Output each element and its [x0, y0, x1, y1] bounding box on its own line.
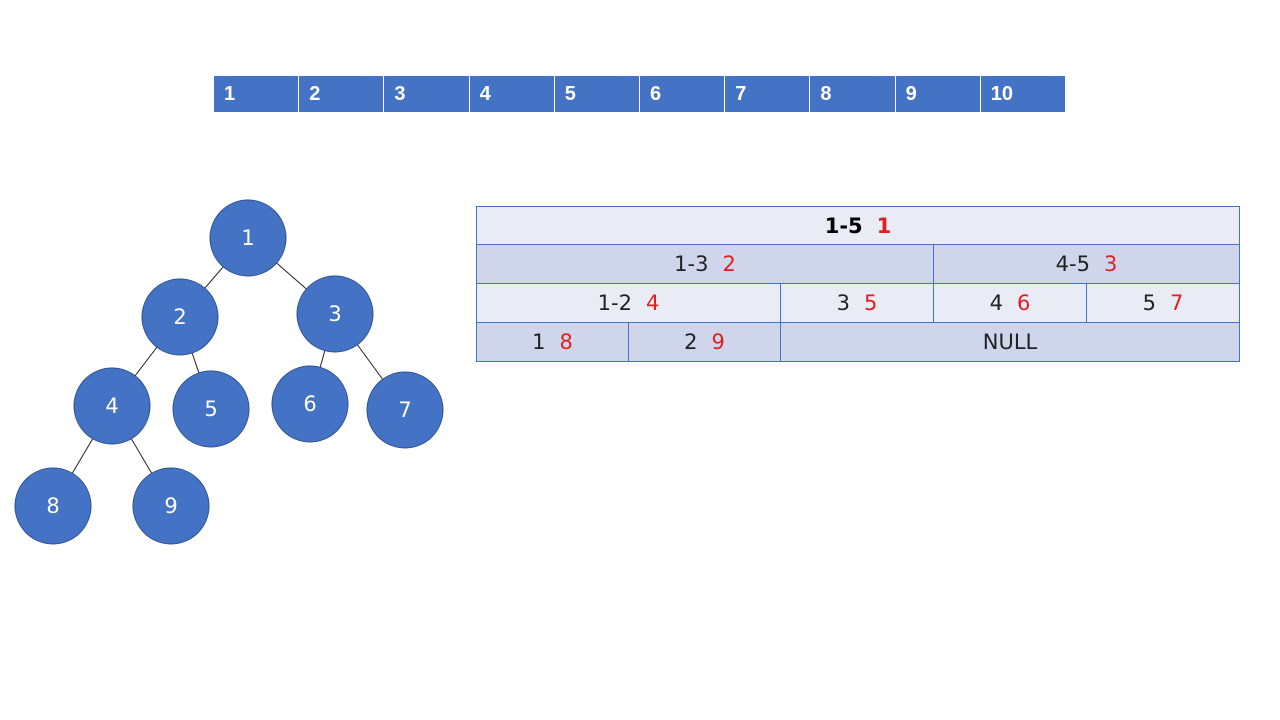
array-cell: 6	[640, 76, 726, 112]
range: 4	[989, 291, 1003, 315]
range: 2	[684, 330, 698, 354]
node-index: 4	[645, 291, 660, 315]
node-label: 4	[105, 394, 118, 418]
node-label: 9	[164, 494, 177, 518]
array-cell: 8	[810, 76, 896, 112]
range: 4-5	[1055, 252, 1090, 276]
array-cell: 10	[980, 76, 1066, 112]
table-cell: 1-5 1	[476, 206, 1240, 245]
range: 1	[532, 330, 546, 354]
node-label: 1	[241, 226, 254, 250]
tree-node	[296, 275, 374, 353]
range: 1-3	[674, 252, 709, 276]
tree-node	[271, 365, 349, 443]
array-cell: 4	[469, 76, 555, 112]
range: 1-2	[597, 291, 632, 315]
range: 3	[836, 291, 850, 315]
node-label: 2	[173, 305, 186, 329]
tree-node	[73, 367, 151, 445]
tree-node	[141, 278, 219, 356]
node-label: 8	[46, 494, 59, 518]
node-label: 7	[398, 398, 411, 422]
table-cell: NULL	[781, 323, 1240, 362]
tree-node	[14, 467, 92, 545]
array-cell: 7	[725, 76, 811, 112]
tree: 1 2 3 4 5 6 7 8 9	[14, 199, 444, 545]
table-cell: 1-2 4	[476, 284, 781, 323]
tree-node	[366, 371, 444, 449]
node-index: 9	[711, 330, 725, 354]
node-index: 8	[559, 330, 573, 354]
tree-node	[172, 370, 250, 448]
node-index: 1	[876, 213, 892, 238]
node-label: 6	[303, 392, 316, 416]
array-cell: 5	[554, 76, 640, 112]
array-cell: 2	[299, 76, 385, 112]
node-index: 6	[1017, 291, 1031, 315]
table-cell: 1-3 2	[476, 245, 934, 284]
range: 1-5	[824, 213, 863, 238]
tree-node	[132, 467, 210, 545]
tree-node	[209, 199, 287, 277]
node-index: 5	[864, 291, 878, 315]
node-index: 3	[1103, 252, 1118, 276]
table-cell: 4-5 3	[934, 245, 1240, 284]
array-cell: 9	[895, 76, 981, 112]
node-index: 2	[722, 252, 736, 276]
node-label: 5	[204, 397, 217, 421]
array-cell: 3	[384, 76, 470, 112]
range: NULL	[982, 330, 1038, 354]
node-index: 7	[1170, 291, 1184, 315]
range: 5	[1142, 291, 1156, 315]
node-label: 3	[328, 302, 341, 326]
array-cell: 1	[214, 76, 300, 112]
